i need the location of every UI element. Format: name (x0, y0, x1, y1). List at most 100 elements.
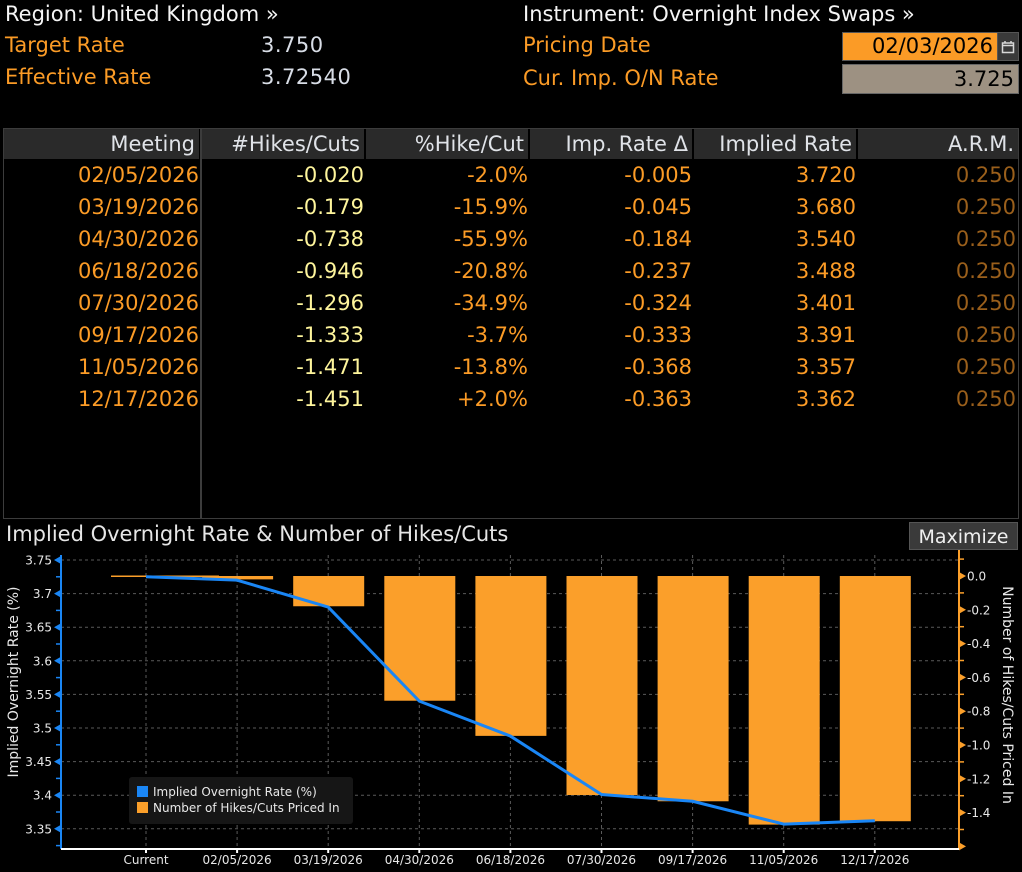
x-tick-label: Current (123, 853, 168, 867)
y-tick-right-marker (959, 605, 966, 614)
cell-hikes-cuts: -1.451 (296, 387, 364, 411)
table-row[interactable]: 07/30/2026 -1.296 -34.9% -0.324 3.401 0.250 (4, 287, 1018, 319)
cell-arm: 0.250 (955, 323, 1016, 347)
bar-hikes-cuts (657, 576, 729, 802)
y-tick-left-label: 3.4 (33, 789, 52, 803)
legend-label-hikes: Number of Hikes/Cuts Priced In (153, 801, 340, 815)
x-tick-label: 07/30/2026 (567, 853, 636, 867)
x-tick-label: 02/05/2026 (203, 853, 272, 867)
table-row[interactable]: 02/05/2026 -0.020 -2.0% -0.005 3.720 0.250 (4, 159, 1018, 191)
y-tick-left-marker (54, 690, 61, 699)
maximize-button[interactable]: Maximize (909, 522, 1018, 550)
col-header-imp-rate-delta[interactable]: Imp. Rate Δ (530, 129, 694, 159)
y-tick-left-marker (54, 824, 61, 833)
y-tick-left-label: 3.5 (33, 722, 52, 736)
y-tick-left-label: 3.75 (25, 554, 52, 568)
pricing-date-input[interactable]: 02/03/2026 (842, 32, 998, 61)
y-tick-left-marker (54, 623, 61, 632)
y-tick-right-label: -1.2 (967, 772, 990, 786)
y-tick-right-label: -0.4 (967, 637, 990, 651)
cell-implied-rate: 3.680 (795, 195, 856, 219)
cell-pct-hike-cut: -13.8% (453, 355, 528, 379)
calendar-button[interactable] (997, 32, 1019, 61)
y-tick-right-marker (959, 673, 966, 682)
cell-imp-rate-delta: -0.045 (624, 195, 692, 219)
cell-implied-rate: 3.357 (795, 355, 856, 379)
bar-hikes-cuts (839, 576, 911, 822)
x-tick-label: 04/30/2026 (385, 853, 454, 867)
cell-meeting: 07/30/2026 (77, 291, 199, 315)
column-divider (200, 129, 202, 518)
cur-imp-rate-field[interactable]: 3.725 (842, 64, 1019, 94)
cell-imp-rate-delta: -0.324 (624, 291, 692, 315)
y-tick-left-label: 3.35 (25, 822, 52, 836)
legend-label-rate: Implied Overnight Rate (%) (153, 785, 317, 799)
cell-meeting: 12/17/2026 (77, 387, 199, 411)
cell-arm: 0.250 (955, 291, 1016, 315)
col-header-arm[interactable]: A.R.M. (858, 129, 1018, 159)
bar-hikes-cuts (566, 576, 638, 796)
x-tick-label: 03/19/2026 (294, 853, 363, 867)
x-tick-label: 06/18/2026 (476, 853, 545, 867)
y-tick-left-marker (54, 556, 61, 564)
cell-meeting: 11/05/2026 (77, 355, 199, 379)
table-row[interactable]: 04/30/2026 -0.738 -55.9% -0.184 3.540 0.250 (4, 223, 1018, 255)
cell-arm: 0.250 (955, 355, 1016, 379)
cell-imp-rate-delta: -0.333 (624, 323, 692, 347)
cell-meeting: 09/17/2026 (77, 323, 199, 347)
table-row[interactable]: 03/19/2026 -0.179 -15.9% -0.045 3.680 0.250 (4, 191, 1018, 223)
table-row[interactable]: 11/05/2026 -1.471 -13.8% -0.368 3.357 0.250 (4, 351, 1018, 383)
col-header-pct-hike-cut[interactable]: %Hike/Cut (366, 129, 530, 159)
bar-hikes-cuts (475, 576, 547, 736)
cell-meeting: 04/30/2026 (77, 227, 199, 251)
legend-swatch-hikes (137, 802, 148, 813)
col-header-implied-rate[interactable]: Implied Rate (694, 129, 858, 159)
x-tick-label: 09/17/2026 (658, 853, 727, 867)
pricing-date-label: Pricing Date (523, 33, 651, 57)
cell-meeting: 03/19/2026 (77, 195, 199, 219)
y-tick-left-label: 3.6 (33, 654, 52, 668)
cell-pct-hike-cut: -34.9% (453, 291, 528, 315)
region-selector[interactable]: Region: United Kingdom » (5, 2, 279, 26)
cell-implied-rate: 3.488 (795, 259, 856, 283)
bar-hikes-cuts (202, 576, 274, 580)
y-tick-left-marker (54, 757, 61, 766)
table-row[interactable]: 12/17/2026 -1.451 +2.0% -0.363 3.362 0.250 (4, 383, 1018, 415)
y-tick-right-marker (959, 639, 966, 648)
cell-hikes-cuts: -0.179 (296, 195, 364, 219)
chart-title: Implied Overnight Rate & Number of Hikes… (6, 522, 509, 546)
cell-implied-rate: 3.391 (795, 323, 856, 347)
cell-hikes-cuts: -1.333 (296, 323, 364, 347)
target-rate-label: Target Rate (5, 33, 125, 57)
y-tick-left-label: 3.45 (25, 755, 52, 769)
table-row[interactable]: 09/17/2026 -1.333 -3.7% -0.333 3.391 0.250 (4, 319, 1018, 351)
cell-implied-rate: 3.401 (795, 291, 856, 315)
y-tick-right-marker (959, 741, 966, 749)
cell-pct-hike-cut: +2.0% (457, 387, 528, 411)
table-row[interactable]: 06/18/2026 -0.946 -20.8% -0.237 3.488 0.250 (4, 255, 1018, 287)
y-tick-left-label: 3.65 (25, 621, 52, 635)
y-tick-left-label: 3.55 (25, 688, 52, 702)
y-axis-right-label: Number of Hikes/Cuts Priced In (999, 586, 1015, 804)
calendar-icon (1001, 40, 1015, 53)
y-tick-left-marker (54, 656, 61, 665)
y-tick-left-marker (54, 724, 61, 732)
cell-pct-hike-cut: -3.7% (467, 323, 528, 347)
y-tick-right-label: 0.0 (967, 570, 986, 584)
y-tick-right-marker (959, 842, 966, 851)
cell-imp-rate-delta: -0.005 (624, 163, 692, 187)
y-axis-left-label: Implied Overnight Rate (%) (6, 586, 22, 777)
cell-imp-rate-delta: -0.184 (624, 227, 692, 251)
y-tick-right-label: -0.2 (967, 603, 990, 617)
cell-hikes-cuts: -1.296 (296, 291, 364, 315)
y-tick-right-marker (959, 572, 966, 580)
col-header-hikes-cuts[interactable]: #Hikes/Cuts (201, 129, 366, 159)
cell-implied-rate: 3.540 (795, 227, 856, 251)
col-header-meeting[interactable]: Meeting (4, 129, 201, 159)
rate-chart: 3.75 3.7 3.65 3.6 3.55 3.5 3.45 3.4 3.35 0.0 -0.2 -… (6, 550, 1015, 867)
cell-pct-hike-cut: -2.0% (467, 163, 528, 187)
instrument-selector[interactable]: Instrument: Overnight Index Swaps » (523, 2, 915, 26)
y-tick-right-label: -0.8 (967, 705, 990, 719)
cell-arm: 0.250 (955, 227, 1016, 251)
cell-hikes-cuts: -0.946 (296, 259, 364, 283)
